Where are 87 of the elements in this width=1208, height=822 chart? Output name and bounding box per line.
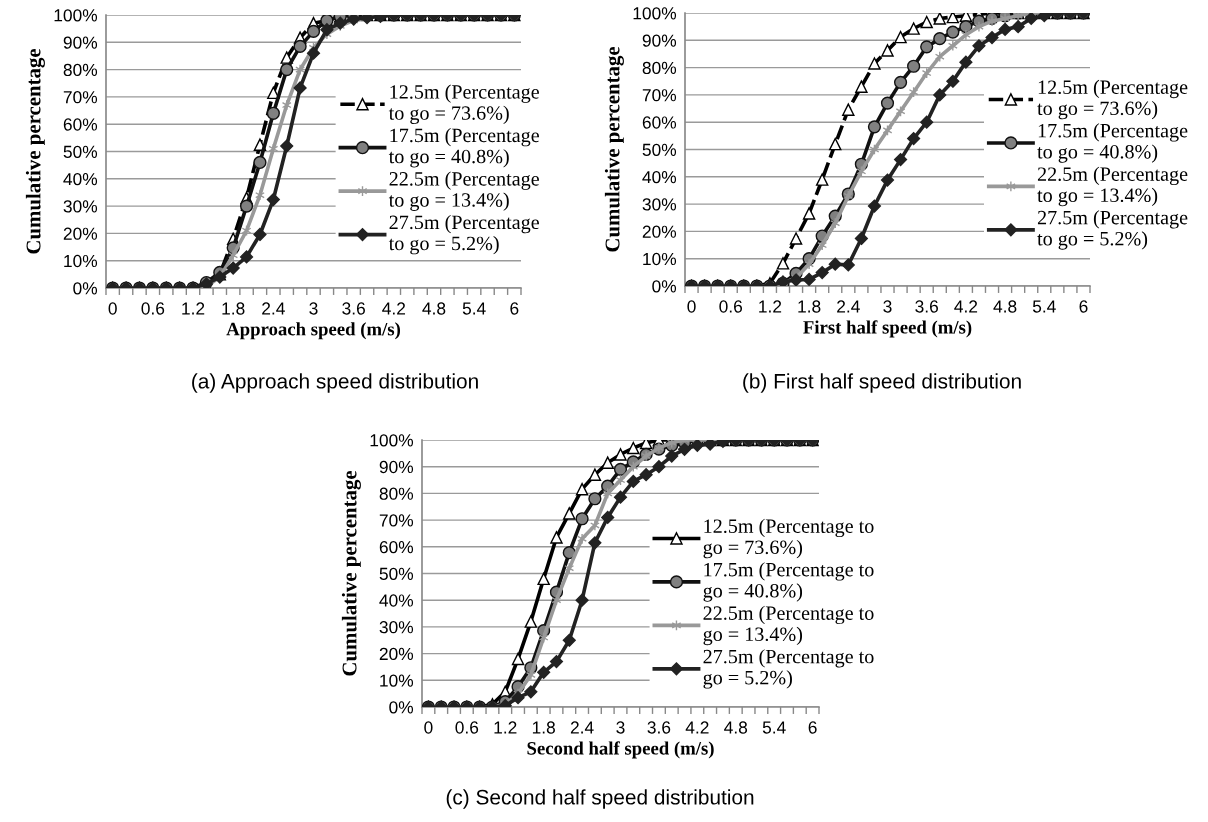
text: (a) Approach speed distribution — [192, 373, 478, 393]
x-tick-label: 4.2 — [954, 300, 978, 313]
x-tick-label: 0 — [108, 302, 117, 315]
x-tick-label: 1.8 — [222, 302, 245, 315]
x-tick-label: 0.6 — [141, 302, 165, 315]
y-tick-label: 40% — [63, 172, 98, 186]
legend-label: 22.5m (Percentage to go = 13.4%) — [703, 605, 874, 646]
y-tick-label: 70% — [63, 91, 98, 104]
y-tick-label: 100% — [54, 9, 98, 22]
y-tick-label: 10% — [643, 252, 677, 266]
y-tick-label: 60% — [63, 118, 98, 131]
x-tick-label: 5.4 — [1032, 300, 1056, 313]
y-tick-label: 50% — [379, 567, 414, 580]
y-tick-label: 30% — [63, 200, 98, 213]
y-tick-label: 70% — [642, 89, 677, 102]
y-axis-title: Cumulative percentage — [25, 48, 45, 254]
legend-label: 17.5m (Percentage to go = 40.8%) — [703, 562, 874, 602]
y-tick-label: 90% — [63, 36, 98, 49]
legend-label: 12.5m (Percentage to go = 73.6%) — [388, 84, 539, 124]
x-tick-label: 3.6 — [647, 721, 671, 734]
x-axis-title: Second half speed (m/s) — [527, 741, 714, 759]
y-tick-label: 80% — [63, 63, 98, 77]
x-tick-label: 2.4 — [837, 300, 860, 313]
x-tick-label: 4.2 — [382, 302, 406, 315]
legend-label: 22.5m (Percentage to go = 13.4%) — [1037, 166, 1188, 207]
text: (b) First half speed distribution — [743, 373, 1021, 393]
x-tick-label: 2.4 — [262, 302, 285, 315]
x-axis-title: Approach speed (m/s) — [226, 322, 401, 340]
y-tick-label: 90% — [642, 34, 677, 47]
x-tick-label: 6 — [510, 302, 519, 315]
legend-label: 22.5m (Percentage to go = 13.4%) — [388, 171, 539, 211]
legend-label: 12.5m (Percentage to go = 73.6%) — [1037, 79, 1188, 120]
y-tick-label: 0% — [389, 701, 414, 714]
x-tick-label: 3.6 — [915, 300, 938, 313]
y-tick-label: 50% — [63, 145, 98, 158]
y-tick-label: 0% — [73, 282, 98, 295]
legend-label: 17.5m (Percentage to go = 40.8%) — [388, 128, 539, 168]
y-tick-label: 20% — [379, 647, 414, 661]
x-tick-label: 4.8 — [993, 300, 1017, 313]
x-tick-label: 0.6 — [455, 721, 479, 734]
x-tick-label: 1.2 — [182, 302, 205, 315]
x-axis-title: First half speed (m/s) — [803, 320, 972, 338]
y-tick-label: 100% — [633, 7, 677, 20]
y-axis-title: Cumulative percentage — [341, 470, 361, 676]
x-tick-label: 0 — [424, 721, 433, 734]
x-tick-label: 2.4 — [570, 721, 594, 734]
x-tick-label: 1.2 — [494, 721, 517, 734]
x-tick-label: 4.8 — [422, 302, 446, 315]
y-tick-label: 20% — [642, 225, 677, 238]
y-tick-label: 40% — [379, 594, 414, 607]
legend-label: 27.5m (Percentage to go = 5.2%) — [1037, 210, 1188, 250]
y-tick-label: 50% — [642, 143, 677, 156]
x-tick-label: 4.8 — [724, 721, 748, 734]
y-tick-label: 60% — [379, 540, 414, 554]
y-tick-label: 10% — [64, 254, 98, 268]
y-tick-label: 0% — [652, 280, 677, 293]
x-tick-label: 1.8 — [798, 300, 821, 313]
y-tick-label: 10% — [380, 674, 414, 687]
x-tick-label: 3 — [883, 300, 892, 313]
y-tick-label: 20% — [63, 227, 98, 240]
x-tick-label: 1.8 — [532, 721, 555, 734]
x-tick-label: 3 — [309, 302, 318, 315]
y-tick-label: 80% — [642, 61, 677, 75]
x-tick-label: 3 — [616, 721, 625, 734]
x-tick-label: 4.2 — [685, 721, 709, 734]
x-tick-label: 5.4 — [462, 302, 486, 315]
legend-label: 12.5m (Percentage to go = 73.6%) — [703, 518, 874, 559]
x-tick-label: 0 — [687, 300, 696, 313]
x-tick-label: 6 — [808, 721, 817, 734]
legend-label: 17.5m (Percentage to go = 40.8%) — [1037, 123, 1188, 163]
x-tick-label: 1.2 — [759, 300, 782, 313]
x-tick-label: 3.6 — [342, 302, 365, 315]
x-tick-label: 6 — [1079, 300, 1088, 313]
legend-label: 27.5m (Percentage to go = 5.2%) — [703, 649, 874, 689]
y-tick-label: 100% — [370, 434, 414, 447]
x-tick-label: 5.4 — [762, 721, 786, 734]
y-tick-label: 30% — [379, 621, 414, 634]
y-tick-label: 40% — [642, 170, 677, 184]
text: (c) Second half speed distribution — [446, 789, 754, 809]
y-tick-label: 30% — [642, 198, 677, 211]
y-tick-label: 80% — [379, 487, 414, 500]
y-tick-label: 70% — [379, 514, 414, 527]
legend-label: 27.5m (Percentage to go = 5.2%) — [388, 214, 539, 255]
y-tick-label: 60% — [642, 116, 677, 129]
y-axis-title: Cumulative percentage — [604, 46, 624, 252]
x-tick-label: 0.6 — [719, 300, 743, 313]
y-tick-label: 90% — [379, 460, 414, 474]
